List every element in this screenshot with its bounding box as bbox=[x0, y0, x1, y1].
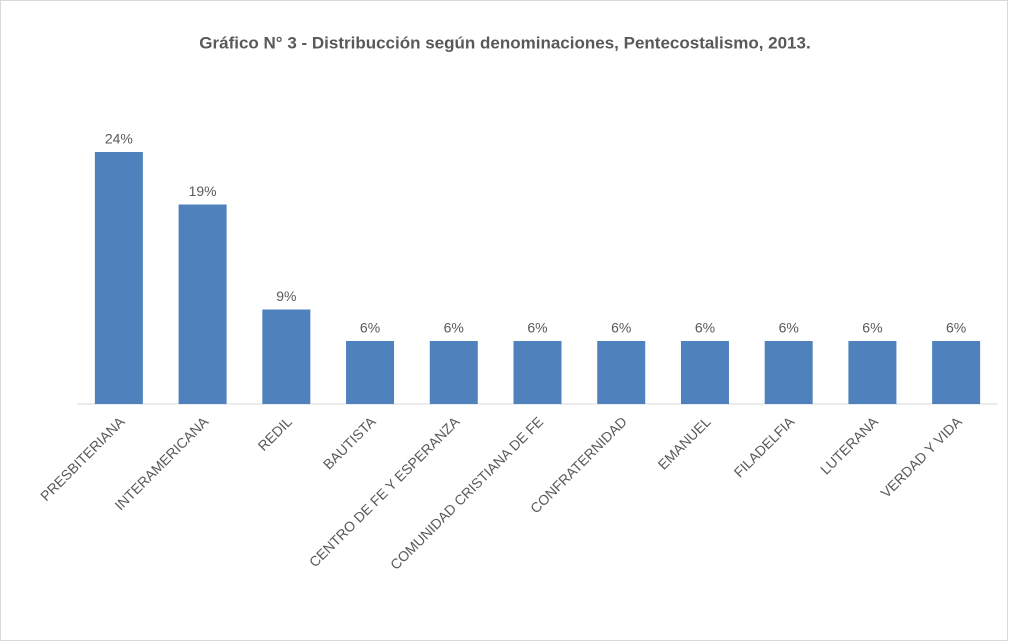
data-label: 6% bbox=[611, 320, 631, 336]
bar bbox=[262, 309, 311, 404]
bar bbox=[764, 341, 813, 404]
data-label: 6% bbox=[862, 320, 882, 336]
bar bbox=[513, 341, 562, 404]
bar bbox=[94, 152, 143, 404]
bar bbox=[429, 341, 478, 404]
data-label: 6% bbox=[444, 320, 464, 336]
data-label: 6% bbox=[360, 320, 380, 336]
bar bbox=[932, 341, 981, 404]
data-label: 24% bbox=[105, 131, 133, 147]
data-label: 6% bbox=[695, 320, 715, 336]
data-label: 6% bbox=[779, 320, 799, 336]
data-label: 9% bbox=[276, 288, 296, 304]
bar bbox=[848, 341, 897, 404]
bar bbox=[178, 204, 227, 404]
data-label: 6% bbox=[527, 320, 547, 336]
chart-title: Gráfico N° 3 - Distribucción según denom… bbox=[199, 33, 810, 52]
bar bbox=[680, 341, 729, 404]
bar bbox=[597, 341, 646, 404]
data-label: 19% bbox=[189, 183, 217, 199]
data-label: 6% bbox=[946, 320, 966, 336]
bar bbox=[346, 341, 395, 404]
